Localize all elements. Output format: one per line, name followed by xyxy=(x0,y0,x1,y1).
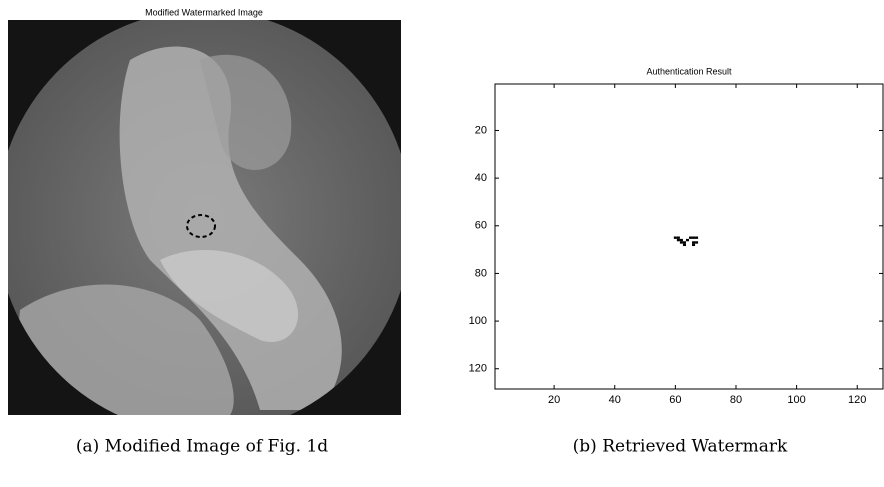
pixel xyxy=(674,237,677,239)
caption: (b) Retrieved Watermark xyxy=(573,437,788,457)
y-tick-label: 80 xyxy=(475,267,487,279)
pixel xyxy=(692,237,695,239)
xray-content xyxy=(8,20,401,415)
pixel xyxy=(677,237,680,239)
pixel xyxy=(695,241,698,243)
y-tick-label: 120 xyxy=(469,363,487,375)
figure: Modified Watermarked Image Authenticatio… xyxy=(0,0,884,487)
y-tick-label: 40 xyxy=(475,172,487,184)
x-tick-label: 100 xyxy=(787,394,805,406)
pixel xyxy=(686,239,689,241)
y-tick-label: 100 xyxy=(469,315,487,327)
plot-title: Authentication Result xyxy=(646,66,732,76)
y-tick-label: 20 xyxy=(475,124,487,136)
caption: (a) Modified Image of Fig. 1d xyxy=(76,437,328,457)
image-title: Modified Watermarked Image xyxy=(145,7,263,17)
pixel xyxy=(695,237,698,239)
page: Modified Watermarked Image Authenticatio… xyxy=(0,0,884,487)
pixel xyxy=(683,244,686,246)
pixel xyxy=(677,239,680,241)
x-tick-label: 80 xyxy=(730,394,742,406)
pixel xyxy=(680,239,683,241)
pixel xyxy=(683,241,686,243)
pixel xyxy=(692,241,695,243)
x-tick-label: 40 xyxy=(609,394,621,406)
x-tick-label: 20 xyxy=(548,394,560,406)
pixel xyxy=(680,241,683,243)
x-tick-label: 120 xyxy=(848,394,866,406)
y-tick-label: 60 xyxy=(475,220,487,232)
pixel xyxy=(689,237,692,239)
x-tick-label: 60 xyxy=(669,394,681,406)
pixel xyxy=(692,244,695,246)
